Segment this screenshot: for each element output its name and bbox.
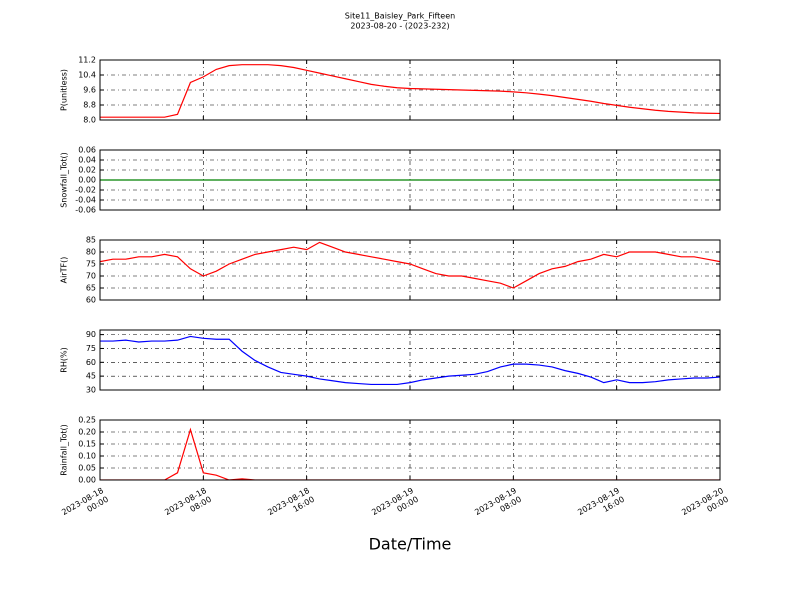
y-tick-label: 85 <box>86 236 96 245</box>
y-tick-label: 60 <box>86 358 96 367</box>
y-axis-label: P(unitless) <box>60 69 69 111</box>
y-tick-label: 60 <box>86 296 96 305</box>
y-tick-label: 8.8 <box>83 101 96 110</box>
y-tick-label: 0.15 <box>78 440 96 449</box>
y-tick-label: 9.6 <box>83 86 96 95</box>
y-tick-label: 0.04 <box>78 156 96 165</box>
y-tick-label: 0.25 <box>78 416 96 425</box>
panel-frame <box>99 149 721 211</box>
y-tick-label: 0.00 <box>78 476 96 485</box>
data-line <box>100 427 720 480</box>
y-tick-label: 0.20 <box>78 428 96 437</box>
chart-subtitle: 2023-08-20 - (2023-232) <box>350 22 449 31</box>
y-tick-label: 11.2 <box>78 56 96 65</box>
y-tick-label: 45 <box>86 372 96 381</box>
y-axis-label: AirTF() <box>60 257 69 284</box>
y-tick-label: 0.06 <box>78 146 96 155</box>
y-axis-label: Snowfall_Tot() <box>60 152 69 208</box>
panel-frame <box>99 419 721 481</box>
y-tick-label: 70 <box>86 272 96 281</box>
chart-title: Site11_Baisley_Park_Fifteen <box>345 12 455 21</box>
x-axis-label: Date/Time <box>369 535 452 554</box>
y-tick-label: 80 <box>86 248 96 257</box>
data-line <box>100 335 720 386</box>
y-tick-label: 65 <box>86 284 96 293</box>
panel-frame <box>99 329 721 391</box>
panel-frame <box>99 239 721 301</box>
y-tick-label: 0.00 <box>78 176 96 185</box>
y-tick-label: -0.04 <box>75 196 96 205</box>
y-tick-label: 75 <box>86 260 96 269</box>
y-tick-label: 75 <box>86 344 96 353</box>
y-axis-label: Rainfall_Tot() <box>60 424 69 476</box>
y-axis-label: RH(%) <box>60 347 69 372</box>
y-tick-label: 30 <box>86 386 96 395</box>
data-line <box>100 241 720 289</box>
y-tick-label: 0.02 <box>78 166 96 175</box>
y-tick-label: 8.0 <box>83 116 96 125</box>
data-line <box>100 64 720 118</box>
y-tick-label: 10.4 <box>78 71 96 80</box>
y-tick-label: 90 <box>86 330 96 339</box>
panel-frame <box>99 59 721 121</box>
y-tick-label: 0.10 <box>78 452 96 461</box>
y-tick-label: 0.05 <box>78 464 96 473</box>
y-tick-label: -0.02 <box>75 186 96 195</box>
y-tick-label: -0.06 <box>75 206 96 215</box>
